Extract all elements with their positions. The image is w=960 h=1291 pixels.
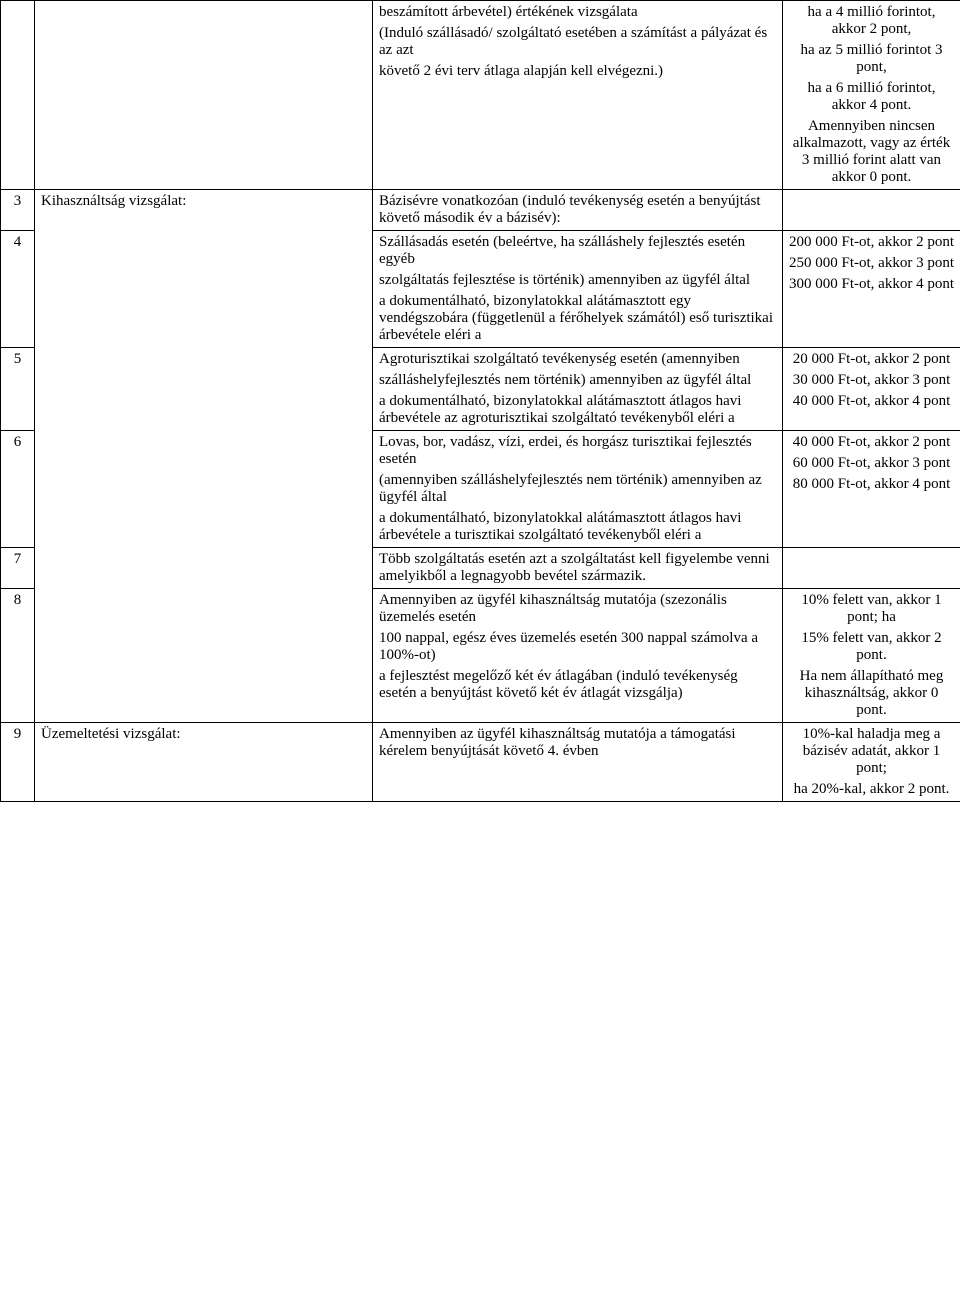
points-text: 20 000 Ft-ot, akkor 2 pont — [789, 351, 954, 368]
description-cell: Amennyiben az ügyfél kihasználtság mutat… — [373, 723, 783, 802]
description-text: Agroturisztikai szolgáltató tevékenység … — [379, 351, 776, 368]
description-cell: beszámított árbevétel) értékének vizsgál… — [373, 1, 783, 190]
description-text: a dokumentálható, bizonylatokkal alátáma… — [379, 293, 776, 344]
description-text: a fejlesztést megelőző két év átlagában … — [379, 668, 776, 702]
points-text: 30 000 Ft-ot, akkor 3 pont — [789, 372, 954, 389]
description-cell: Agroturisztikai szolgáltató tevékenység … — [373, 348, 783, 431]
points-text: 10%-kal haladja meg a bázisév adatát, ak… — [789, 726, 954, 777]
points-text: 200 000 Ft-ot, akkor 2 pont — [789, 234, 954, 251]
row-title: Üzemeltetési vizsgálat: — [35, 723, 373, 802]
description-text: Bázisévre vonatkozóan (induló tevékenysé… — [379, 193, 776, 227]
row-num: 9 — [1, 723, 35, 802]
row-title: Kihasználtság vizsgálat: — [35, 190, 373, 723]
description-text: követő 2 évi terv átlaga alapján kell el… — [379, 63, 776, 80]
points-text: 300 000 Ft-ot, akkor 4 pont — [789, 276, 954, 293]
description-text: a dokumentálható, bizonylatokkal alátáma… — [379, 510, 776, 544]
row-num: 7 — [1, 548, 35, 589]
points-text: 60 000 Ft-ot, akkor 3 pont — [789, 455, 954, 472]
description-text: szolgáltatás fejlesztése is történik) am… — [379, 272, 776, 289]
points-text: ha a 6 millió forintot, akkor 4 pont. — [789, 80, 954, 114]
points-cell — [783, 190, 960, 231]
description-text: Szállásadás esetén (beleértve, ha szállá… — [379, 234, 776, 268]
row-num: 6 — [1, 431, 35, 548]
description-text: Lovas, bor, vadász, vízi, erdei, és horg… — [379, 434, 776, 468]
description-text: Amennyiben az ügyfél kihasználtság mutat… — [379, 592, 776, 626]
points-cell: 200 000 Ft-ot, akkor 2 pont 250 000 Ft-o… — [783, 231, 960, 348]
description-text: Amennyiben az ügyfél kihasználtság mutat… — [379, 726, 776, 760]
points-cell — [783, 548, 960, 589]
description-text: 100 nappal, egész éves üzemelés esetén 3… — [379, 630, 776, 664]
points-cell: 40 000 Ft-ot, akkor 2 pont 60 000 Ft-ot,… — [783, 431, 960, 548]
points-text: ha 20%-kal, akkor 2 pont. — [789, 781, 954, 798]
points-text: 15% felett van, akkor 2 pont. — [789, 630, 954, 664]
points-cell: 10% felett van, akkor 1 pont; ha 15% fel… — [783, 589, 960, 723]
points-text: 40 000 Ft-ot, akkor 4 pont — [789, 393, 954, 410]
description-text: beszámított árbevétel) értékének vizsgál… — [379, 4, 776, 21]
scoring-table: beszámított árbevétel) értékének vizsgál… — [0, 0, 960, 802]
table-row: 3 Kihasználtság vizsgálat: Bázisévre von… — [1, 190, 960, 231]
table-row: beszámított árbevétel) értékének vizsgál… — [1, 1, 960, 190]
description-cell: Több szolgáltatás esetén azt a szolgálta… — [373, 548, 783, 589]
points-text: 250 000 Ft-ot, akkor 3 pont — [789, 255, 954, 272]
row-num: 4 — [1, 231, 35, 348]
description-cell: Szállásadás esetén (beleértve, ha szállá… — [373, 231, 783, 348]
row-title — [35, 1, 373, 190]
points-cell: ha a 4 millió forintot, akkor 2 pont, ha… — [783, 1, 960, 190]
points-text: ha a 4 millió forintot, akkor 2 pont, — [789, 4, 954, 38]
description-text: Több szolgáltatás esetén azt a szolgálta… — [379, 551, 776, 585]
points-text: Ha nem állapítható meg kihasználtság, ak… — [789, 668, 954, 719]
description-cell: Lovas, bor, vadász, vízi, erdei, és horg… — [373, 431, 783, 548]
points-text: ha az 5 millió forintot 3 pont, — [789, 42, 954, 76]
row-num: 8 — [1, 589, 35, 723]
points-cell: 10%-kal haladja meg a bázisév adatát, ak… — [783, 723, 960, 802]
row-num: 5 — [1, 348, 35, 431]
description-text: (amennyiben szálláshelyfejlesztés nem tö… — [379, 472, 776, 506]
row-num — [1, 1, 35, 190]
points-text: 40 000 Ft-ot, akkor 2 pont — [789, 434, 954, 451]
description-cell: Amennyiben az ügyfél kihasználtság mutat… — [373, 589, 783, 723]
description-text: a dokumentálható, bizonylatokkal alátáma… — [379, 393, 776, 427]
description-text: (Induló szállásadó/ szolgáltató esetében… — [379, 25, 776, 59]
points-text: 10% felett van, akkor 1 pont; ha — [789, 592, 954, 626]
row-num: 3 — [1, 190, 35, 231]
description-text: szálláshelyfejlesztés nem történik) amen… — [379, 372, 776, 389]
points-text: Amennyiben nincsen alkalmazott, vagy az … — [789, 118, 954, 186]
points-text: 80 000 Ft-ot, akkor 4 pont — [789, 476, 954, 493]
points-cell: 20 000 Ft-ot, akkor 2 pont 30 000 Ft-ot,… — [783, 348, 960, 431]
description-cell: Bázisévre vonatkozóan (induló tevékenysé… — [373, 190, 783, 231]
table-row: 9 Üzemeltetési vizsgálat: Amennyiben az … — [1, 723, 960, 802]
